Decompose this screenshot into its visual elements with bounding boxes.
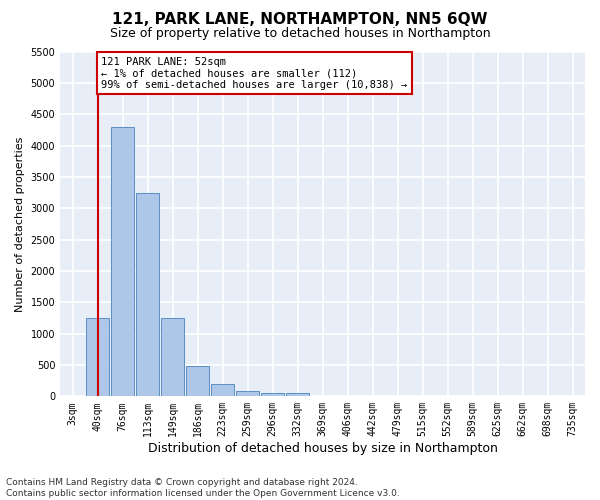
Bar — [286, 393, 309, 396]
Bar — [112, 126, 134, 396]
Y-axis label: Number of detached properties: Number of detached properties — [15, 136, 25, 312]
Bar — [86, 318, 109, 396]
Text: 121 PARK LANE: 52sqm
← 1% of detached houses are smaller (112)
99% of semi-detac: 121 PARK LANE: 52sqm ← 1% of detached ho… — [101, 56, 407, 90]
Bar — [187, 366, 209, 396]
X-axis label: Distribution of detached houses by size in Northampton: Distribution of detached houses by size … — [148, 442, 497, 455]
Bar — [136, 192, 159, 396]
Text: 121, PARK LANE, NORTHAMPTON, NN5 6QW: 121, PARK LANE, NORTHAMPTON, NN5 6QW — [112, 12, 488, 28]
Text: Size of property relative to detached houses in Northampton: Size of property relative to detached ho… — [110, 28, 490, 40]
Bar — [262, 392, 284, 396]
Bar — [211, 384, 234, 396]
Bar — [236, 390, 259, 396]
Text: Contains HM Land Registry data © Crown copyright and database right 2024.
Contai: Contains HM Land Registry data © Crown c… — [6, 478, 400, 498]
Bar — [161, 318, 184, 396]
